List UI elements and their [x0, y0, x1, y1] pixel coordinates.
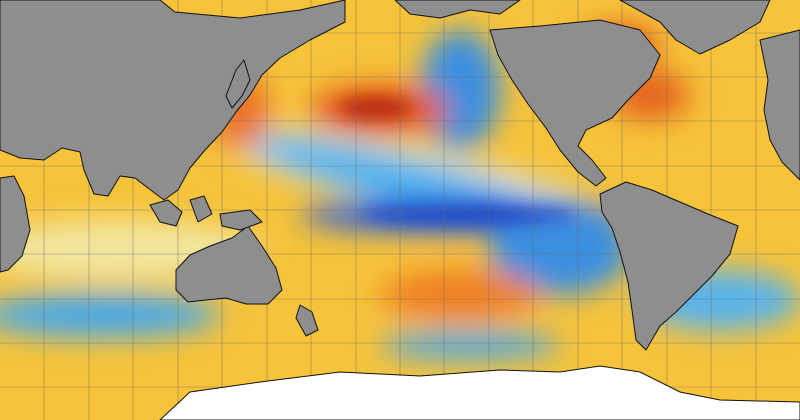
warm-core	[340, 98, 410, 118]
antarctica	[159, 365, 800, 420]
europe-africa	[759, 29, 800, 181]
anomaly-field	[0, 1, 800, 359]
africa	[0, 175, 31, 273]
greenland	[619, 0, 771, 55]
north-america	[489, 19, 661, 187]
island	[295, 304, 319, 337]
island	[225, 59, 251, 109]
cool-anomaly	[0, 293, 220, 337]
island	[219, 209, 263, 231]
cool-anomaly	[490, 205, 630, 295]
island	[189, 195, 213, 223]
cool-core	[360, 207, 580, 223]
anomaly-detail	[340, 98, 580, 223]
island	[149, 199, 183, 227]
land	[0, 0, 800, 351]
north-america	[394, 0, 521, 19]
cool-anomaly	[380, 331, 560, 359]
eurasia	[0, 0, 346, 201]
warm-anomaly	[380, 270, 540, 320]
australia	[175, 225, 283, 305]
south-america	[599, 181, 739, 351]
cool-anomaly	[420, 30, 500, 150]
